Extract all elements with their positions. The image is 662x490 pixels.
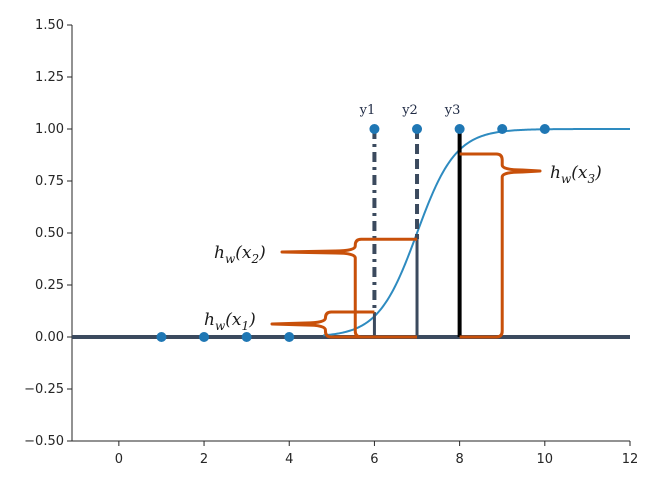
data-point (454, 124, 465, 134)
hypothesis-label-1: hw(x1) (204, 310, 256, 333)
hypothesis-label-3: hw(x3) (550, 163, 602, 186)
data-point (284, 332, 295, 342)
y-tick-label: −0.50 (24, 434, 64, 449)
target-label-y2: y2 (401, 103, 418, 118)
axes (71, 25, 630, 442)
data-point (199, 332, 210, 342)
text-labels: −0.50 −0.25 0.00 0.25 0.50 0.75 1.00 1.25 1.50 0 2… (24, 18, 638, 467)
y-tick-label: 1.25 (35, 70, 64, 85)
data-point (539, 124, 550, 134)
y-tick-label: 1.00 (35, 122, 64, 137)
hypothesis-bracket-3 (459, 152, 542, 339)
data-point (156, 332, 167, 342)
hypothesis-bracket-2 (280, 237, 418, 339)
hypothesis-label-2: hw(x2) (214, 243, 266, 266)
data-point (412, 124, 423, 134)
y-tick-label: 0.25 (35, 278, 64, 293)
x-tick-label: 10 (537, 452, 554, 467)
y-tick-label: −0.25 (24, 382, 64, 397)
sigmoid-curve (323, 128, 630, 337)
hypothesis-bracket-1 (270, 310, 375, 339)
target-label-y1: y1 (359, 103, 376, 118)
sigmoid-path (323, 128, 630, 337)
data-point (497, 124, 508, 134)
data-point (369, 124, 380, 134)
residual-lines (372, 129, 462, 337)
x-tick-label: 2 (200, 452, 208, 467)
y-tick-label: 1.50 (35, 18, 64, 33)
data-point (241, 332, 252, 342)
hypothesis-brackets (270, 152, 542, 339)
x-tick-label: 0 (115, 452, 123, 467)
target-label-y3: y3 (444, 103, 461, 118)
y-tick-label: 0.00 (35, 330, 64, 345)
data-points (156, 124, 550, 342)
x-tick-label: 6 (370, 452, 378, 467)
y-tick-label: 0.50 (35, 226, 64, 241)
y-tick-label: 0.75 (35, 174, 64, 189)
tick-marks (67, 24, 631, 446)
x-tick-label: 8 (455, 452, 463, 467)
x-tick-label: 4 (285, 452, 293, 467)
x-tick-label: 12 (622, 452, 639, 467)
